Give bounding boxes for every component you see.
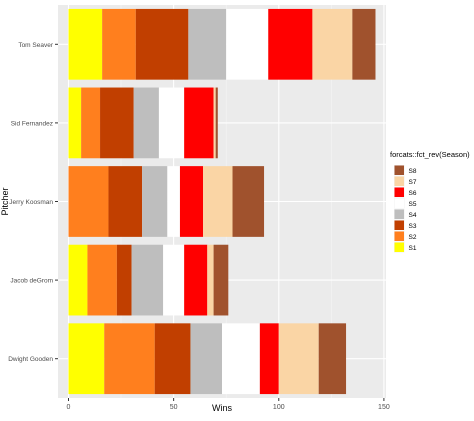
y-tick-label: Jacob deGrom	[10, 278, 53, 285]
bar-s8-dwight-gooden	[318, 323, 347, 395]
x-axis-title: Wins	[212, 403, 232, 413]
bar-s5-sid-fernandez	[158, 87, 185, 159]
bar-s7-dwight-gooden	[278, 323, 319, 395]
bar-s8-jerry-koosman	[232, 166, 265, 237]
x-tick-label: 50	[170, 404, 178, 411]
bar-s5-jacob-degrom	[163, 244, 185, 316]
bar-s4-sid-fernandez	[133, 87, 159, 159]
bar-s4-tom-seaver	[188, 8, 227, 80]
bar-s5-dwight-gooden	[222, 323, 260, 395]
bar-s4-jacob-degrom	[131, 244, 164, 316]
legend-swatch-s5	[394, 198, 404, 208]
x-tick-label: 100	[273, 404, 285, 411]
bar-s1-dwight-gooden	[68, 323, 105, 395]
bar-s5-tom-seaver	[226, 8, 269, 80]
bar-s8-sid-fernandez	[215, 87, 218, 159]
bar-s7-jerry-koosman	[203, 166, 233, 237]
bar-s2-jerry-koosman	[68, 166, 109, 237]
bar-s6-sid-fernandez	[184, 87, 214, 159]
x-tick-label: 0	[67, 404, 71, 411]
bar-s3-dwight-gooden	[154, 323, 191, 395]
bar-s3-tom-seaver	[135, 8, 189, 80]
legend-swatch-s8	[394, 165, 404, 175]
legend-swatch-s3	[394, 220, 404, 230]
legend-swatch-s2	[394, 231, 404, 241]
bar-s2-sid-fernandez	[81, 87, 101, 159]
legend-title: forcats::fct_rev(Season)	[390, 150, 470, 159]
bar-s8-tom-seaver	[352, 8, 376, 80]
y-tick-label: Sid Fernandez	[11, 120, 53, 127]
legend-label-s4: S4	[409, 212, 417, 219]
bar-s2-jacob-degrom	[87, 244, 117, 316]
bar-s5-jerry-koosman	[167, 166, 180, 237]
bar-s6-jacob-degrom	[184, 244, 208, 316]
legend-label-s6: S6	[409, 190, 417, 197]
bar-s3-jacob-degrom	[116, 244, 132, 316]
bar-s1-tom-seaver	[68, 8, 103, 80]
y-tick-label: Jerry Koosman	[9, 199, 53, 206]
legend-label-s5: S5	[409, 201, 417, 208]
bars	[68, 8, 376, 395]
bar-s3-jerry-koosman	[108, 166, 143, 237]
legend-label-s3: S3	[409, 223, 417, 230]
bar-s1-sid-fernandez	[68, 87, 82, 159]
bar-s7-sid-fernandez	[213, 87, 216, 159]
bar-s4-dwight-gooden	[190, 323, 222, 395]
bar-s7-jacob-degrom	[207, 244, 214, 316]
legend-label-s8: S8	[409, 168, 417, 175]
bar-s3-sid-fernandez	[100, 87, 134, 159]
legend-swatch-s6	[394, 187, 404, 197]
legend-swatch-s1	[394, 242, 404, 252]
y-axis: Tom Seaver Sid Fernandez Jerry Koosman Jaco…	[8, 42, 58, 363]
legend-swatch-s7	[394, 176, 404, 186]
bar-s8-jacob-degrom	[213, 244, 229, 316]
bar-s2-dwight-gooden	[104, 323, 155, 395]
bar-s6-dwight-gooden	[259, 323, 279, 395]
y-tick-label: Dwight Gooden	[8, 356, 53, 363]
x-axis: 0 50 100 150	[67, 398, 390, 411]
y-axis-title: Pitcher	[0, 187, 10, 215]
y-tick-label: Tom Seaver	[18, 42, 54, 49]
legend-label-s2: S2	[409, 234, 417, 241]
legend-label-s1: S1	[409, 245, 417, 252]
legend: forcats::fct_rev(Season) S8S7S6S5S4S3S2S…	[390, 150, 470, 253]
bar-s1-jacob-degrom	[68, 244, 88, 316]
legend-swatch-s4	[394, 209, 404, 219]
bar-s6-tom-seaver	[268, 8, 313, 80]
legend-label-s7: S7	[409, 179, 417, 186]
bar-s7-tom-seaver	[312, 8, 353, 80]
bar-s4-jerry-koosman	[142, 166, 168, 237]
bar-s6-jerry-koosman	[179, 166, 204, 237]
bar-s2-tom-seaver	[102, 8, 136, 80]
x-tick-label: 150	[378, 404, 390, 411]
